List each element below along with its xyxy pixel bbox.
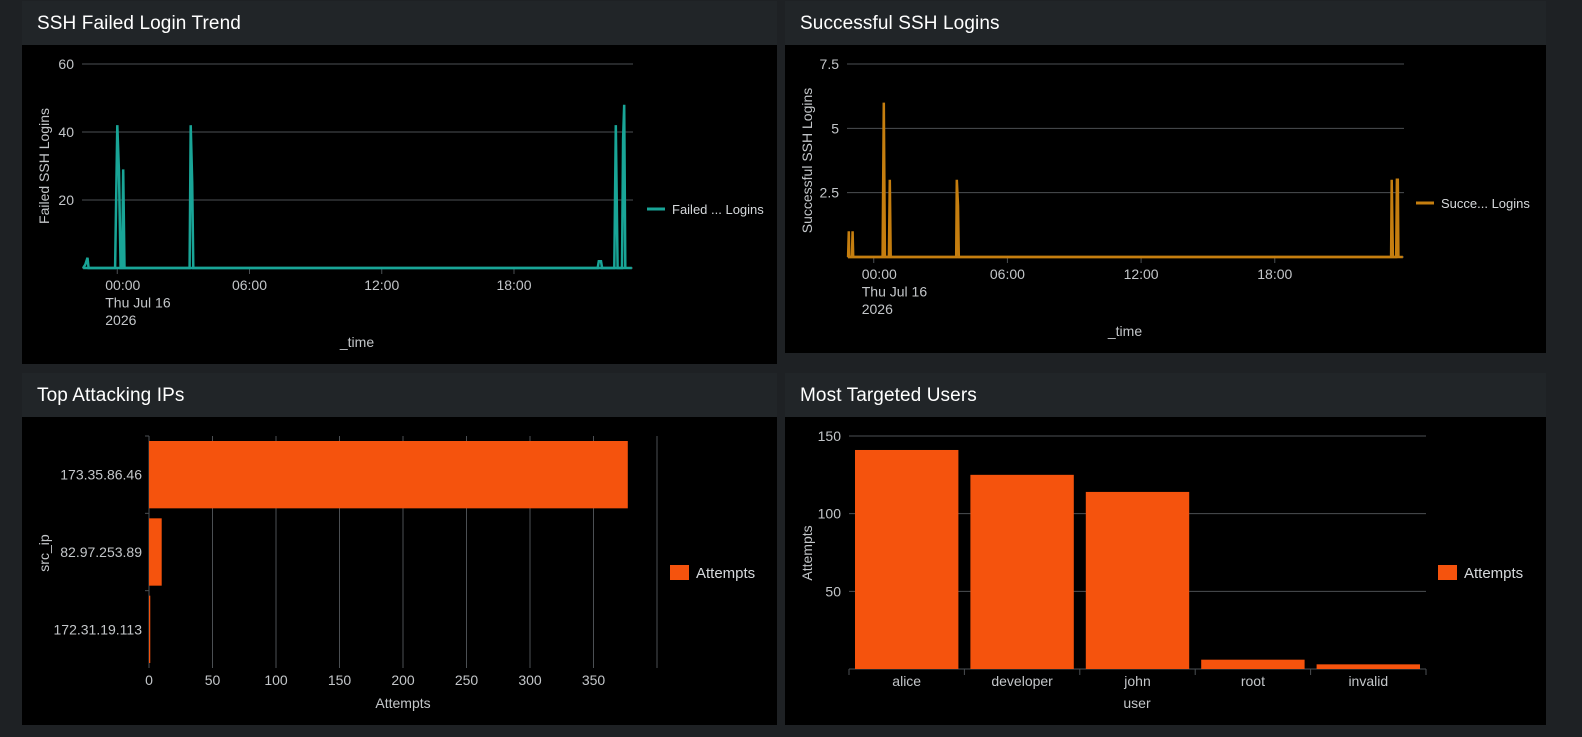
legend-label: Attempts [696,565,755,582]
y-tick-label: 82.97.253.89 [60,544,142,560]
y-tick-label: 173.35.86.46 [60,467,142,483]
bar [149,518,162,586]
bar [970,474,1074,669]
targeted-users-chart: 50 100 150 alice developer john root invalid use… [799,428,1523,711]
y-tick-label: 100 [818,506,842,522]
x-axis-title: user [1123,695,1151,711]
bar [1085,491,1190,669]
x-tick-label: invalid [1348,673,1388,689]
y-tick-label: 50 [825,583,841,599]
y-tick-label: 40 [58,124,74,140]
x-tick-label: 100 [264,672,288,688]
bar [1316,664,1420,669]
x-tick-label: Thu Jul 16 [105,295,171,311]
x-tick-label: 0 [145,672,153,688]
legend-label: Failed ... Logins [672,202,764,217]
x-tick-label: 350 [582,672,606,688]
legend-label: Succe... Logins [1441,196,1530,211]
x-axis-title: _time [1107,323,1142,339]
successful-login-panel: Successful SSH Logins 2.5 5 7.5 00:00 Thu Ju… [785,1,1546,353]
x-axis-title: Attempts [375,695,430,711]
x-tick-label: john [1123,673,1150,689]
legend-swatch [670,565,689,580]
panel-header: Top Attacking IPs [22,373,777,417]
panel-header: Successful SSH Logins [785,1,1546,45]
x-tick-label: 200 [391,672,415,688]
x-tick-label: 2026 [862,301,893,317]
x-tick-label: 12:00 [364,277,399,293]
most-targeted-users-panel: Most Targeted Users 50 100 150 alice develop… [785,373,1546,725]
failed-login-panel: SSH Failed Login Trend 20 40 60 00:00 Thu Ju… [22,1,777,364]
bar [1201,659,1305,669]
x-tick-label: 300 [518,672,542,688]
y-axis-title: Attempts [799,525,815,580]
panel-title: Successful SSH Logins [800,13,1000,34]
x-tick-label: 00:00 [105,277,140,293]
y-axis-title: src_ip [36,534,52,572]
x-tick-label: 06:00 [990,266,1025,282]
x-tick-label: 50 [205,672,221,688]
y-tick-label: 172.31.19.113 [54,621,143,637]
y-axis-title: Failed SSH Logins [36,108,52,224]
y-tick-label: 60 [58,56,74,72]
series-line [82,104,627,270]
x-tick-label: 18:00 [496,277,531,293]
series-line [846,102,1400,259]
x-tick-label: 2026 [105,312,136,328]
panel-title: Top Attacking IPs [37,385,185,406]
x-tick-label: Thu Jul 16 [862,284,928,300]
bar [855,449,959,669]
x-tick-label: developer [991,673,1053,689]
y-tick-label: 20 [58,192,74,208]
x-tick-label: root [1241,673,1265,689]
x-tick-label: 12:00 [1124,266,1159,282]
y-tick-label: 5 [831,120,839,136]
x-axis-title: _time [339,334,374,350]
x-tick-label: 250 [455,672,479,688]
bar [149,595,151,663]
y-tick-label: 7.5 [820,56,840,72]
panel-header: Most Targeted Users [785,373,1546,417]
top-attacking-ips-panel: Top Attacking IPs 0 50 100 150 200 250 300 350 1… [22,373,777,725]
y-tick-label: 2.5 [820,185,840,201]
x-tick-label: 150 [328,672,352,688]
x-tick-label: 00:00 [862,266,897,282]
x-tick-label: alice [892,673,921,689]
panel-header: SSH Failed Login Trend [22,1,777,45]
bar [149,441,628,509]
x-tick-label: 06:00 [232,277,267,293]
legend-swatch [1438,565,1457,580]
panel-title: Most Targeted Users [800,385,977,406]
top-ips-chart: 0 50 100 150 200 250 300 350 173.35.86.46 82.97.2… [36,435,755,711]
y-tick-label: 150 [818,428,842,444]
y-axis-title: Successful SSH Logins [799,88,815,234]
panel-title: SSH Failed Login Trend [37,13,241,34]
x-tick-label: 18:00 [1257,266,1292,282]
legend-label: Attempts [1464,565,1523,582]
